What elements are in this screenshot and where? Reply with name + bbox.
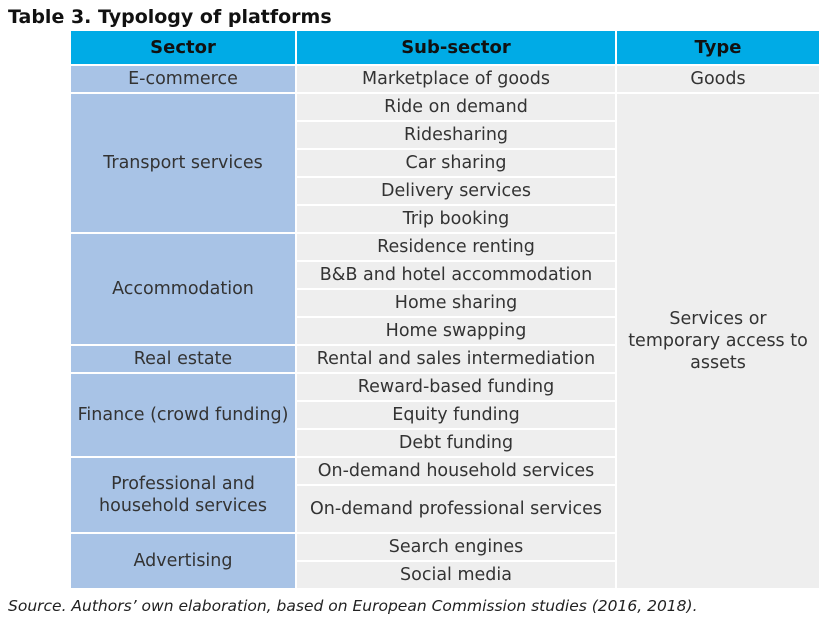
- table-row: E-commerce Marketplace of goods Goods: [71, 65, 819, 94]
- header-type: Type: [616, 31, 819, 66]
- table-row: Car sharing: [71, 149, 819, 178]
- table-row: Social media: [71, 561, 819, 590]
- header-subsector: Sub-sector: [296, 31, 617, 66]
- subsector-cell: Rental and sales intermediation: [296, 345, 617, 374]
- table-row: Home swapping: [71, 317, 819, 346]
- sector-cell-accommodation: Accommodation: [71, 233, 297, 346]
- header-sector: Sector: [71, 31, 297, 66]
- subsector-cell: Delivery services: [296, 177, 617, 206]
- table-row: Advertising Search engines: [71, 533, 819, 590]
- table-row: Ridesharing: [71, 121, 819, 150]
- table-title: Table 3. Typology of platforms: [8, 6, 332, 28]
- subsector-cell: Ride on demand: [296, 93, 617, 122]
- table-row: Trip booking: [71, 205, 819, 234]
- subsector-cell: Equity funding: [296, 401, 617, 430]
- table-row: Delivery services: [71, 177, 819, 206]
- table-row: B&B and hotel accommodation: [71, 261, 819, 290]
- typology-table: Sector Sub-sector Type E-commerce Market…: [71, 31, 819, 590]
- subsector-cell: Marketplace of goods: [296, 65, 617, 94]
- sector-cell-realestate: Real estate: [71, 345, 297, 374]
- sector-cell-advertising: Advertising: [71, 533, 297, 590]
- table-row: Professional and household services On-d…: [71, 457, 819, 534]
- table-row: Real estate Rental and sales intermediat…: [71, 345, 819, 374]
- subsector-cell: Car sharing: [296, 149, 617, 178]
- subsector-cell: Social media: [296, 561, 617, 590]
- sector-cell-finance: Finance (crowd funding): [71, 373, 297, 458]
- subsector-cell: Debt funding: [296, 429, 617, 458]
- subsector-cell: Ridesharing: [296, 121, 617, 150]
- subsector-cell: On-demand professional services: [296, 485, 617, 534]
- subsector-cell: B&B and hotel accommodation: [296, 261, 617, 290]
- sector-cell-professional: Professional and household services: [71, 457, 297, 534]
- subsector-cell: Reward-based funding: [296, 373, 617, 402]
- sector-cell-transport: Transport services: [71, 93, 297, 234]
- table-row: Debt funding: [71, 429, 819, 458]
- subsector-cell: Residence renting: [296, 233, 617, 262]
- table-row: Transport services Ride on demand Servic…: [71, 93, 819, 590]
- table-row: On-demand professional services: [71, 485, 819, 534]
- subsector-cell: Home swapping: [296, 317, 617, 346]
- source-note: Source. Authors’ own elaboration, based …: [8, 597, 698, 615]
- subsector-cell: On-demand household services: [296, 457, 617, 486]
- subsector-cell: Home sharing: [296, 289, 617, 318]
- subsector-cell: Trip booking: [296, 205, 617, 234]
- type-cell-services: Services or temporary access to assets: [616, 93, 819, 590]
- subsector-cell: Search engines: [296, 533, 617, 562]
- type-cell-goods: Goods: [616, 65, 819, 94]
- table-row: Home sharing: [71, 289, 819, 318]
- sector-cell-ecommerce: E-commerce: [71, 65, 297, 94]
- table-row: Accommodation Residence renting: [71, 233, 819, 346]
- table-header-row: Sector Sub-sector Type: [71, 31, 819, 66]
- table-row: Equity funding: [71, 401, 819, 430]
- table-row: Finance (crowd funding) Reward-based fun…: [71, 373, 819, 458]
